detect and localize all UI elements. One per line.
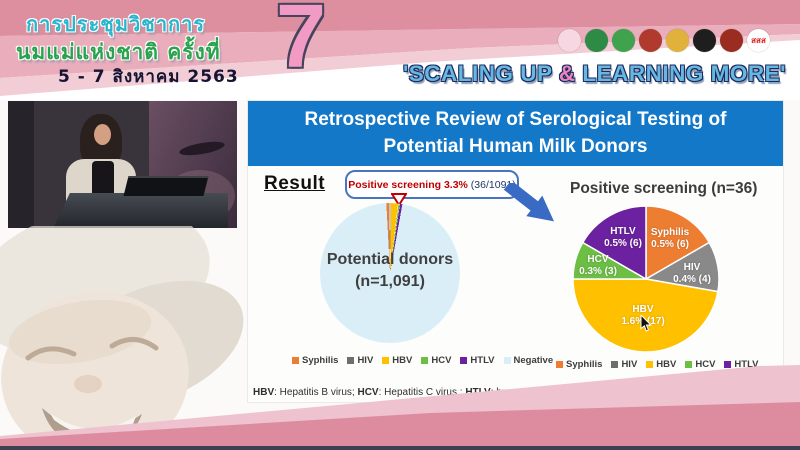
presenter-shirt	[92, 161, 114, 197]
result-heading: Result	[264, 173, 326, 194]
legend-swatch	[724, 361, 732, 368]
reference-citation: Cohen RS, et al. Arch Dis Child Fetal Ne…	[540, 392, 779, 401]
donors-pie-chart: Potential donors (n=1,091)	[320, 203, 460, 343]
legend-item: Syphilis	[292, 355, 338, 366]
legend-item: HTLV	[460, 355, 495, 366]
legend-swatch	[685, 361, 693, 368]
background-baby-photo	[0, 226, 244, 448]
legend-swatch	[556, 361, 563, 368]
presenter-face	[94, 124, 111, 145]
positive-pie-chart: Syphilis 0.5% (6) HIV 0.4% (4) HBV 1.6% (17…	[571, 204, 721, 354]
callout-detail: (36/1091)	[467, 178, 516, 191]
legend-item: HIV	[347, 355, 373, 366]
legend-swatch	[460, 357, 468, 364]
slice-label-htlv: HTLV 0.5% (6)	[604, 226, 642, 249]
legend-swatch	[421, 357, 429, 364]
positive-pie-title: Positive screening (n=36)	[570, 180, 758, 197]
organizer-logos: สสส	[558, 29, 770, 52]
conference-title-line1: การประชุมวิชาการ	[26, 12, 206, 36]
slice-label-syphilis: Syphilis 0.5% (6)	[650, 227, 690, 250]
edition-number: 7	[276, 0, 327, 87]
org-logo-university-icon	[693, 29, 716, 52]
conference-banner: การประชุมวิชาการ นมแม่แห่งชาติ ครั้งที่ …	[0, 0, 800, 100]
slice-hbv	[572, 278, 719, 353]
callout-highlight: Positive screening 3.3%	[348, 178, 468, 191]
org-logo-college-icon	[639, 29, 662, 52]
positive-pie-svg	[572, 205, 720, 353]
arrow-icon	[503, 183, 555, 222]
slice-syphilis	[645, 205, 711, 281]
positive-legend: Syphilis HIV HBV HCV HTLV	[556, 359, 759, 370]
legend-swatch	[646, 361, 654, 368]
callout-pointer-icon	[391, 193, 407, 206]
donors-legend: Syphilis HIV HBV HCV HTLV Negative	[292, 355, 553, 366]
laptop	[123, 176, 209, 196]
legend-item: HCV	[421, 355, 451, 366]
slide-title: Retrospective Review of Serological Test…	[304, 108, 727, 157]
presenter-video	[8, 101, 237, 228]
org-logo-mother-icon	[558, 29, 581, 52]
legend-item: HIV	[611, 359, 637, 370]
legend-swatch	[382, 357, 390, 364]
org-logo-thaihealth-icon: สสส	[747, 29, 770, 52]
slice-label-hiv: HIV 0.4% (4)	[673, 262, 711, 285]
stage-backdrop	[8, 101, 34, 228]
slice-label-hcv: HCV 0.3% (3)	[579, 254, 617, 277]
legend-item: Negative	[503, 355, 553, 366]
mouse-cursor-icon	[640, 315, 652, 332]
podium	[53, 193, 228, 228]
legend-swatch	[503, 357, 511, 364]
legend-item: HTLV	[724, 359, 759, 370]
org-logo-royal-icon	[666, 29, 689, 52]
legend-item: HBV	[382, 355, 412, 366]
org-logo-society-icon	[720, 29, 743, 52]
slide: Retrospective Review of Serological Test…	[248, 101, 783, 402]
legend-item: Syphilis	[556, 359, 602, 370]
legend-item: HBV	[646, 359, 676, 370]
legend-swatch	[292, 357, 299, 364]
slice-htlv	[581, 205, 647, 281]
legend-swatch	[347, 357, 355, 364]
conference-title-line2: นมแม่แห่งชาติ ครั้งที่	[16, 40, 221, 64]
legend-item: HCV	[685, 359, 715, 370]
donors-pie-label: Potential donors (n=1,091)	[326, 251, 454, 290]
positive-screening-callout: Positive screening 3.3% (36/1091)	[345, 170, 519, 199]
legend-swatch	[611, 361, 619, 368]
slide-title-bar: Retrospective Review of Serological Test…	[248, 101, 783, 166]
org-logo-health-dept-icon	[585, 29, 608, 52]
org-logo-ministry-icon	[612, 29, 635, 52]
conference-slogan: 'SCALING UP & LEARNING MORE'	[402, 61, 786, 86]
conference-dates: 5 - 7 สิงหาคม 2563	[58, 67, 239, 87]
projected-baby-eye	[178, 139, 226, 158]
